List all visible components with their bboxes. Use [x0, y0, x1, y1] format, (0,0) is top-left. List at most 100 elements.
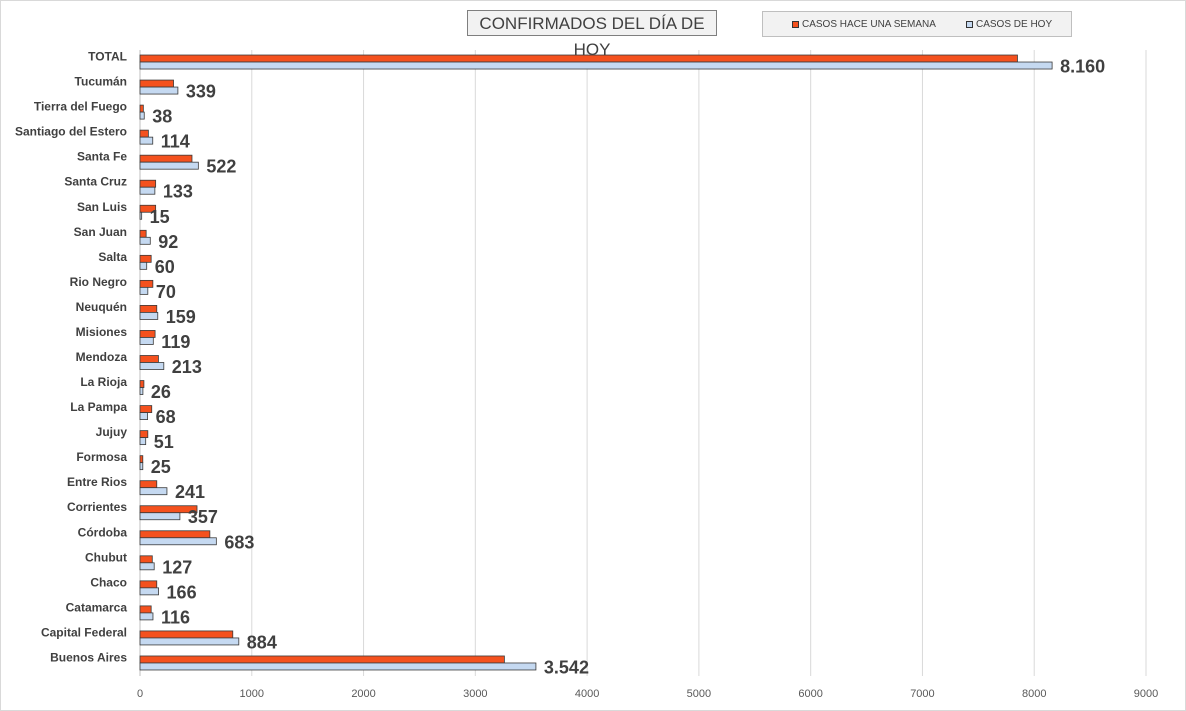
bar-last-week: [140, 230, 146, 237]
bar-today: [140, 237, 150, 244]
y-category-label: Santa Fe: [77, 150, 127, 164]
bar-today: [140, 137, 153, 144]
bar-today: [140, 563, 154, 570]
data-label: 119: [161, 332, 190, 352]
bar-last-week: [140, 280, 153, 287]
data-label: 357: [188, 507, 218, 527]
y-category-label: Tierra del Fuego: [34, 100, 127, 114]
bar-today: [140, 262, 147, 269]
bar-today: [140, 388, 143, 395]
bar-today: [140, 87, 178, 94]
chart-legend: CASOS HACE UNA SEMANA CASOS DE HOY: [762, 11, 1072, 37]
bar-last-week: [140, 631, 233, 638]
data-label: 92: [158, 232, 178, 252]
y-category-label: Córdoba: [78, 525, 128, 539]
data-label: 213: [172, 357, 202, 377]
data-label: 116: [161, 607, 190, 627]
y-category-label: Neuquén: [76, 300, 127, 314]
data-label: 114: [161, 132, 190, 152]
bar-last-week: [140, 431, 148, 438]
bar-today: [140, 438, 146, 445]
y-category-label: Salta: [98, 250, 127, 264]
bar-today: [140, 312, 158, 319]
bar-today: [140, 212, 142, 219]
legend-item-today: CASOS DE HOY: [966, 19, 1052, 30]
bar-today: [140, 187, 155, 194]
data-label: 60: [155, 257, 175, 277]
bar-last-week: [140, 155, 192, 162]
x-tick-label: 5000: [687, 688, 711, 700]
data-label: 683: [224, 532, 254, 552]
bar-today: [140, 613, 153, 620]
bar-today: [140, 488, 167, 495]
y-category-label: Catamarca: [66, 600, 128, 614]
chart-title: CONFIRMADOS DEL DÍA DE HOY: [467, 10, 717, 36]
bar-last-week: [140, 255, 151, 262]
data-label: 127: [162, 557, 192, 577]
legend-item-last-week: CASOS HACE UNA SEMANA: [792, 19, 936, 30]
bar-last-week: [140, 481, 157, 488]
y-category-label: La Rioja: [80, 375, 127, 389]
data-label: 339: [186, 82, 216, 102]
data-label: 3.542: [544, 657, 589, 677]
bar-today: [140, 112, 144, 119]
bar-last-week: [140, 105, 143, 112]
bar-today: [140, 413, 148, 420]
x-tick-label: 2000: [351, 688, 375, 700]
y-category-label: Chubut: [85, 550, 127, 564]
bar-today: [140, 638, 239, 645]
legend-swatch-last-week: [792, 21, 799, 28]
bar-last-week: [140, 606, 151, 613]
y-category-label: Misiones: [76, 325, 128, 339]
x-tick-label: 0: [137, 688, 143, 700]
y-category-label: San Juan: [74, 225, 127, 239]
y-category-label: Corrientes: [67, 500, 127, 514]
bar-last-week: [140, 130, 148, 137]
y-category-label: TOTAL: [88, 50, 127, 64]
bar-today: [140, 287, 148, 294]
y-category-label: Tucumán: [75, 75, 127, 89]
bar-today: [140, 538, 216, 545]
y-category-label: Jujuy: [96, 425, 128, 439]
legend-swatch-today: [966, 21, 973, 28]
bar-last-week: [140, 356, 158, 363]
data-label: 68: [156, 407, 176, 427]
y-category-label: Capital Federal: [41, 625, 127, 639]
y-category-label: La Pampa: [70, 400, 127, 414]
x-tick-label: 3000: [463, 688, 487, 700]
data-label: 159: [166, 307, 196, 327]
legend-label-today: CASOS DE HOY: [976, 19, 1052, 30]
bar-last-week: [140, 80, 174, 87]
bar-last-week: [140, 531, 210, 538]
data-label: 70: [156, 282, 176, 302]
x-tick-label: 4000: [575, 688, 599, 700]
bar-today: [140, 513, 180, 520]
bar-today: [140, 588, 159, 595]
y-category-label: Santiago del Estero: [15, 125, 127, 139]
data-label: 522: [206, 157, 236, 177]
bar-last-week: [140, 330, 155, 337]
bar-last-week: [140, 381, 144, 388]
y-category-label: Entre Rios: [67, 475, 127, 489]
bar-last-week: [140, 656, 504, 663]
bar-last-week: [140, 556, 152, 563]
data-label: 26: [151, 382, 171, 402]
bar-today: [140, 363, 164, 370]
bar-last-week: [140, 581, 157, 588]
data-label: 241: [175, 482, 205, 502]
y-category-label: Chaco: [90, 575, 127, 589]
y-category-label: San Luis: [77, 200, 127, 214]
data-label: 166: [167, 582, 197, 602]
bar-today: [140, 463, 143, 470]
bar-last-week: [140, 305, 157, 312]
data-label: 133: [163, 182, 193, 202]
x-tick-label: 7000: [910, 688, 934, 700]
bar-today: [140, 663, 536, 670]
y-category-label: Rio Negro: [70, 275, 127, 289]
x-tick-label: 6000: [798, 688, 822, 700]
data-label: 8.160: [1060, 57, 1105, 77]
x-tick-label: 1000: [240, 688, 264, 700]
y-category-label: Mendoza: [76, 350, 128, 364]
bar-today: [140, 337, 153, 344]
